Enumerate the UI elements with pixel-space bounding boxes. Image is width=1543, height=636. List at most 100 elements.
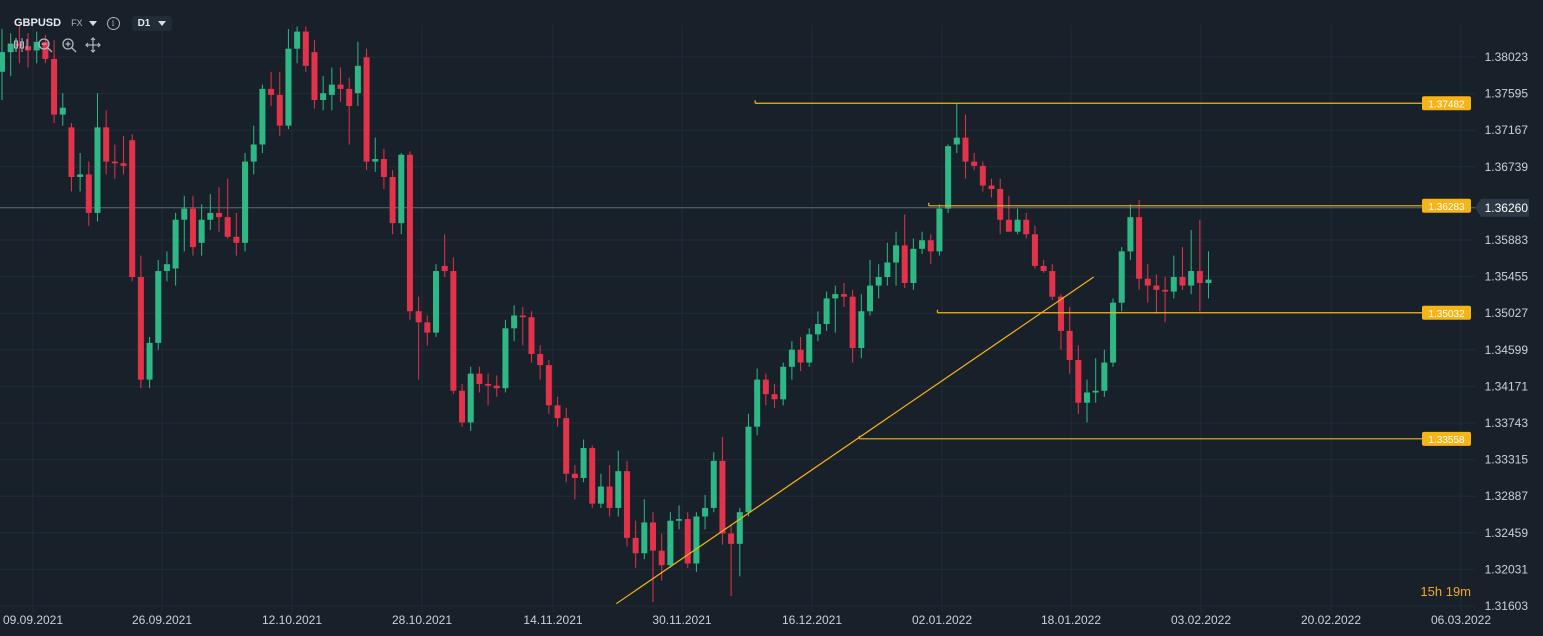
candle[interactable] [832, 285, 839, 333]
candle[interactable] [728, 525, 735, 596]
candle[interactable] [398, 153, 405, 235]
candle[interactable] [146, 336, 153, 389]
candle[interactable] [927, 234, 934, 265]
candle[interactable] [441, 234, 448, 278]
candle[interactable] [528, 311, 535, 363]
crosshair-icon[interactable] [84, 36, 102, 54]
candle[interactable] [406, 151, 413, 320]
timeframe-selector[interactable]: D1 [131, 15, 173, 31]
candle[interactable] [476, 366, 483, 393]
candle[interactable] [276, 71, 283, 136]
candle[interactable] [1057, 294, 1064, 350]
candle[interactable] [224, 178, 231, 239]
candle[interactable] [788, 341, 795, 380]
candle[interactable] [320, 76, 327, 111]
candle[interactable] [823, 291, 830, 331]
candle[interactable] [7, 33, 14, 77]
candle[interactable] [875, 264, 882, 299]
candle[interactable] [641, 499, 648, 560]
candle[interactable] [606, 465, 613, 517]
candle[interactable] [919, 231, 926, 254]
candle[interactable] [268, 71, 275, 106]
candle[interactable] [1162, 277, 1169, 323]
candle[interactable] [1144, 264, 1151, 303]
candle[interactable] [945, 144, 952, 213]
candle[interactable] [129, 134, 136, 282]
candle[interactable] [103, 110, 110, 175]
candle[interactable] [1031, 225, 1038, 269]
candle[interactable] [623, 460, 630, 547]
candle[interactable] [797, 336, 804, 372]
candle[interactable] [59, 93, 66, 126]
candle[interactable] [840, 283, 847, 307]
candle[interactable] [0, 29, 5, 101]
candle[interactable] [910, 238, 917, 290]
candle[interactable] [511, 305, 518, 342]
candle[interactable] [710, 452, 717, 513]
candle[interactable] [676, 505, 683, 530]
candle[interactable] [979, 161, 986, 192]
candle[interactable] [1118, 247, 1125, 312]
candle[interactable] [33, 31, 40, 64]
candle[interactable] [111, 144, 118, 179]
candle[interactable] [597, 473, 604, 508]
candle[interactable] [77, 153, 84, 192]
candle[interactable] [1092, 358, 1099, 403]
candle[interactable] [684, 512, 691, 568]
candle[interactable] [94, 93, 101, 222]
candle[interactable] [632, 520, 639, 568]
candle[interactable] [1153, 274, 1160, 314]
candle[interactable] [1005, 195, 1012, 232]
candle[interactable] [650, 512, 656, 602]
candle[interactable] [1110, 298, 1117, 367]
candle[interactable] [363, 48, 370, 171]
candle[interactable] [754, 368, 761, 436]
zoom-in-icon[interactable] [60, 36, 78, 54]
candle[interactable] [302, 26, 309, 72]
candle[interactable] [502, 319, 509, 393]
candle[interactable] [250, 125, 257, 175]
candle[interactable] [867, 259, 873, 316]
candle[interactable] [997, 178, 1004, 235]
info-icon[interactable]: i [106, 16, 120, 30]
candle[interactable] [16, 24, 23, 64]
candle[interactable] [780, 362, 787, 406]
candle[interactable] [884, 242, 891, 286]
candle[interactable] [762, 373, 769, 406]
candle[interactable] [953, 103, 960, 154]
candle[interactable] [1014, 208, 1021, 235]
candle[interactable] [51, 40, 58, 124]
candle[interactable] [450, 257, 457, 395]
candle[interactable] [1179, 247, 1186, 290]
candle[interactable] [337, 67, 344, 102]
trendline[interactable] [615, 276, 1095, 605]
candle[interactable] [467, 366, 474, 431]
candle[interactable] [433, 264, 439, 337]
candle[interactable] [1023, 212, 1030, 239]
candle[interactable] [346, 77, 353, 145]
candle[interactable] [563, 407, 570, 483]
candle[interactable] [1127, 204, 1134, 260]
candle[interactable] [155, 259, 162, 350]
zoom-out-icon[interactable] [36, 36, 54, 54]
candle[interactable] [285, 29, 292, 130]
candle[interactable] [242, 153, 249, 252]
candle[interactable] [814, 311, 821, 342]
candle[interactable] [189, 195, 196, 256]
candle[interactable] [719, 436, 726, 545]
candle[interactable] [702, 495, 709, 530]
candle[interactable] [198, 204, 205, 256]
candle[interactable] [693, 512, 700, 573]
candle[interactable] [971, 153, 978, 171]
candle[interactable] [771, 383, 778, 408]
candle[interactable] [537, 345, 544, 380]
candle[interactable] [259, 84, 266, 154]
candle[interactable] [988, 178, 995, 198]
symbol-dropdown-icon[interactable] [88, 20, 97, 26]
candle[interactable] [68, 123, 75, 192]
candle[interactable] [936, 204, 943, 256]
candle[interactable] [216, 187, 222, 232]
candle[interactable] [389, 170, 396, 235]
candle[interactable] [745, 413, 752, 517]
